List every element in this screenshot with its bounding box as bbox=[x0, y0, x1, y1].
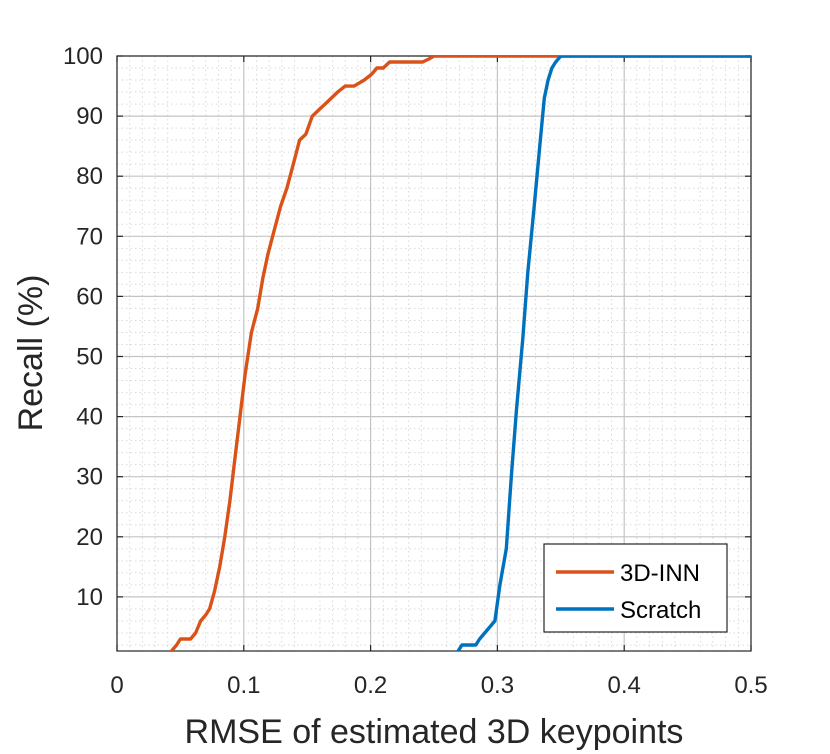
legend-label-scratch: Scratch bbox=[620, 597, 701, 624]
series-layer bbox=[169, 56, 751, 651]
x-axis-ticks: 0 0.1 0.2 0.3 0.4 0.5 bbox=[110, 56, 768, 699]
x-tick-label: 0.3 bbox=[481, 672, 514, 699]
series-line-3d-inn bbox=[169, 56, 751, 651]
x-tick-label: 0 bbox=[110, 672, 123, 699]
x-tick-label: 0.2 bbox=[354, 672, 387, 699]
x-tick-label: 0.5 bbox=[734, 672, 767, 699]
y-tick-label: 100 bbox=[63, 43, 103, 70]
y-axis-ticks: 10 20 30 40 50 60 70 80 90 100 bbox=[63, 43, 751, 611]
y-tick-label: 80 bbox=[76, 163, 103, 190]
legend: 3D-INN Scratch bbox=[543, 543, 728, 633]
major-grid bbox=[116, 55, 752, 651]
legend-label-3d-inn: 3D-INN bbox=[620, 560, 700, 587]
y-tick-label: 70 bbox=[76, 223, 103, 250]
x-axis-label: RMSE of estimated 3D keypoints bbox=[185, 713, 684, 751]
y-tick-label: 50 bbox=[76, 344, 103, 371]
y-tick-label: 90 bbox=[76, 103, 103, 130]
y-axis-label: Recall (%) bbox=[12, 275, 50, 432]
legend-box bbox=[543, 543, 728, 633]
series-line-scratch bbox=[456, 56, 751, 651]
y-tick-label: 60 bbox=[76, 283, 103, 310]
y-tick-label: 10 bbox=[76, 584, 103, 611]
y-tick-label: 20 bbox=[76, 524, 103, 551]
x-tick-label: 0.1 bbox=[227, 672, 260, 699]
x-tick-label: 0.4 bbox=[608, 672, 641, 699]
y-tick-label: 30 bbox=[76, 464, 103, 491]
y-tick-label: 40 bbox=[76, 404, 103, 431]
